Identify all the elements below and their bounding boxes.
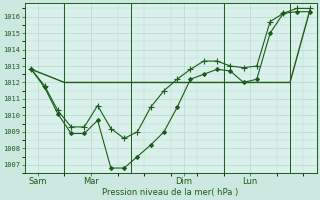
X-axis label: Pression niveau de la mer( hPa ): Pression niveau de la mer( hPa ) [102,188,239,197]
